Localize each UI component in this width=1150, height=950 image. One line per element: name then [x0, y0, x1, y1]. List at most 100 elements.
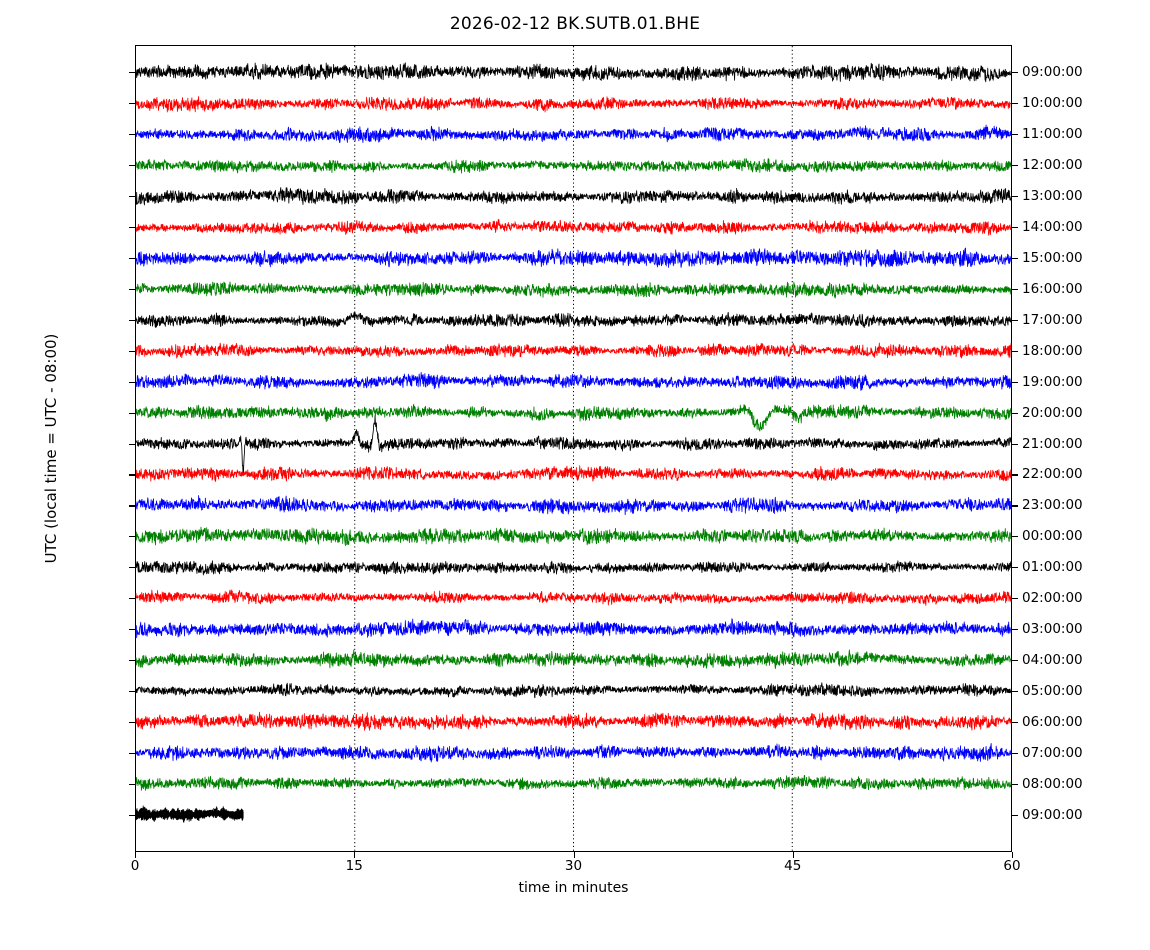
y-tick-mark-right — [1012, 195, 1018, 197]
x-tick-mark — [792, 852, 794, 858]
y-tick-label-right: 02:00:00 — [1022, 590, 1083, 607]
waveform-trace — [135, 618, 1012, 639]
y-tick-label-right: 22:00:00 — [1022, 466, 1083, 483]
y-tick-mark-right — [1012, 474, 1018, 476]
y-tick-mark-right — [1012, 319, 1018, 321]
y-tick-label-right: 19:00:00 — [1022, 373, 1083, 390]
y-tick-mark-right — [1012, 350, 1018, 352]
waveform-trace — [135, 774, 1012, 791]
y-tick-label-right: 14:00:00 — [1022, 218, 1083, 235]
waveform-trace — [135, 96, 1012, 113]
y-tick-mark-left — [129, 505, 135, 507]
y-tick-mark-left — [129, 195, 135, 197]
y-tick-mark-left — [129, 629, 135, 631]
y-tick-label-right: 12:00:00 — [1022, 156, 1083, 173]
waveform-trace — [135, 124, 1012, 144]
y-tick-mark-right — [1012, 722, 1018, 724]
y-tick-mark-left — [129, 319, 135, 321]
y-tick-label-right: 05:00:00 — [1022, 683, 1083, 700]
y-tick-mark-right — [1012, 443, 1018, 445]
y-tick-label-right: 17:00:00 — [1022, 311, 1083, 328]
y-tick-mark-left — [129, 722, 135, 724]
y-tick-mark-left — [129, 443, 135, 445]
waveform-trace — [135, 403, 1012, 432]
gridlines — [354, 46, 793, 851]
y-tick-label-right: 01:00:00 — [1022, 559, 1083, 576]
waveform-traces — [135, 62, 1012, 823]
y-tick-mark-right — [1012, 381, 1018, 383]
x-tick-label: 45 — [784, 858, 802, 874]
y-tick-mark-right — [1012, 536, 1018, 538]
y-tick-mark-left — [129, 660, 135, 662]
x-tick-mark — [354, 852, 356, 858]
y-tick-mark-left — [129, 257, 135, 259]
waveform-trace — [135, 311, 1012, 329]
y-tick-mark-left — [129, 753, 135, 755]
y-tick-mark-left — [129, 412, 135, 414]
x-tick-label: 30 — [564, 858, 583, 874]
y-tick-mark-left — [129, 72, 135, 74]
y-tick-label-right: 07:00:00 — [1022, 745, 1083, 762]
y-tick-mark-left — [129, 784, 135, 786]
x-tick-mark — [573, 852, 575, 858]
y-tick-mark-right — [1012, 660, 1018, 662]
x-tick-mark — [1012, 852, 1014, 858]
waveform-trace — [135, 711, 1012, 731]
waveform-trace — [135, 247, 1012, 268]
y-tick-mark-right — [1012, 753, 1018, 755]
y-tick-mark-right — [1012, 226, 1018, 228]
y-tick-mark-left — [129, 350, 135, 352]
waveform-trace — [135, 682, 1012, 699]
y-tick-label-right: 15:00:00 — [1022, 249, 1083, 266]
waveform-trace — [135, 371, 1012, 391]
waveform-trace — [135, 805, 244, 823]
y-tick-mark-left — [129, 691, 135, 693]
y-axis-label: UTC (local time = UTC - 08:00) — [42, 333, 60, 564]
y-tick-mark-left — [129, 381, 135, 383]
y-tick-mark-left — [129, 474, 135, 476]
y-tick-mark-right — [1012, 133, 1018, 135]
y-tick-mark-left — [129, 598, 135, 600]
x-tick-label: 15 — [345, 858, 363, 874]
y-tick-label-right: 09:00:00 — [1022, 64, 1083, 80]
y-tick-mark-right — [1012, 505, 1018, 507]
y-tick-label-right: 21:00:00 — [1022, 435, 1083, 452]
waveform-trace — [135, 495, 1012, 516]
y-tick-mark-left — [129, 102, 135, 105]
y-tick-mark-right — [1012, 815, 1018, 817]
y-tick-mark-right — [1012, 691, 1018, 693]
y-tick-label-right: 11:00:00 — [1022, 125, 1083, 142]
x-axis-label: time in minutes — [518, 880, 629, 896]
y-tick-label-right: 00:00:00 — [1022, 528, 1083, 545]
x-tick-mark — [135, 852, 137, 858]
y-tick-mark-right — [1012, 598, 1018, 600]
y-tick-label-right: 04:00:00 — [1022, 652, 1083, 669]
y-tick-label-right: 20:00:00 — [1022, 404, 1083, 421]
x-tick-label: 60 — [1003, 858, 1021, 874]
x-tick-label: 0 — [130, 858, 140, 874]
y-tick-mark-right — [1012, 72, 1018, 74]
y-tick-mark-right — [1012, 567, 1018, 569]
waveform-trace — [135, 465, 1012, 482]
waveform-trace — [135, 743, 1012, 763]
waveform-trace — [135, 649, 1012, 669]
waveform-trace — [135, 218, 1012, 236]
y-tick-mark-right — [1012, 288, 1018, 290]
y-tick-mark-left — [129, 815, 135, 817]
waveform-trace — [135, 187, 1012, 206]
waveform-trace — [135, 342, 1012, 359]
waveform-trace — [135, 560, 1012, 576]
y-tick-label-right: 08:00:00 — [1022, 776, 1083, 793]
y-tick-mark-right — [1012, 784, 1018, 786]
y-tick-mark-right — [1012, 102, 1018, 105]
y-tick-label-right: 06:00:00 — [1022, 714, 1083, 731]
y-tick-mark-left — [129, 567, 135, 569]
y-tick-mark-right — [1012, 164, 1018, 166]
waveform-trace — [135, 526, 1012, 547]
waveform-trace — [135, 158, 1012, 174]
y-tick-mark-left — [129, 226, 135, 228]
y-tick-mark-right — [1012, 257, 1018, 259]
y-tick-label-right: 10:00:00 — [1022, 94, 1083, 111]
y-tick-label-right: 03:00:00 — [1022, 621, 1083, 638]
